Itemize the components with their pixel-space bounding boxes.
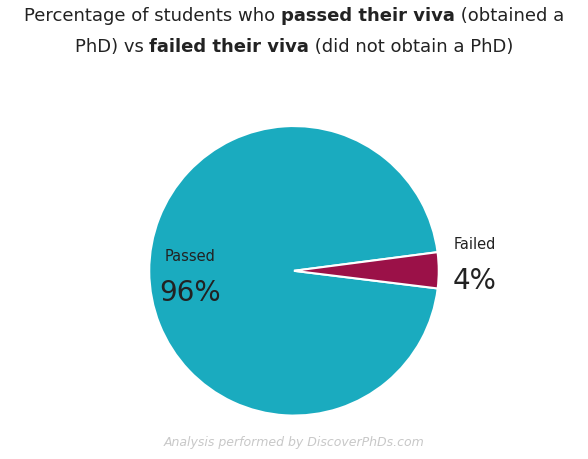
- Text: (did not obtain a PhD): (did not obtain a PhD): [309, 38, 513, 56]
- Text: Failed: Failed: [454, 237, 496, 252]
- Wedge shape: [294, 252, 439, 288]
- Text: Passed: Passed: [164, 249, 215, 264]
- Text: passed their viva: passed their viva: [281, 7, 455, 25]
- Text: PhD) vs: PhD) vs: [75, 38, 149, 56]
- Wedge shape: [149, 126, 437, 415]
- Text: Percentage of students who: Percentage of students who: [24, 7, 281, 25]
- Text: Analysis performed by DiscoverPhDs.com: Analysis performed by DiscoverPhDs.com: [163, 437, 425, 449]
- Text: 96%: 96%: [159, 279, 220, 307]
- Text: 4%: 4%: [453, 267, 497, 295]
- Text: (obtained a: (obtained a: [455, 7, 564, 25]
- Text: failed their viva: failed their viva: [149, 38, 309, 56]
